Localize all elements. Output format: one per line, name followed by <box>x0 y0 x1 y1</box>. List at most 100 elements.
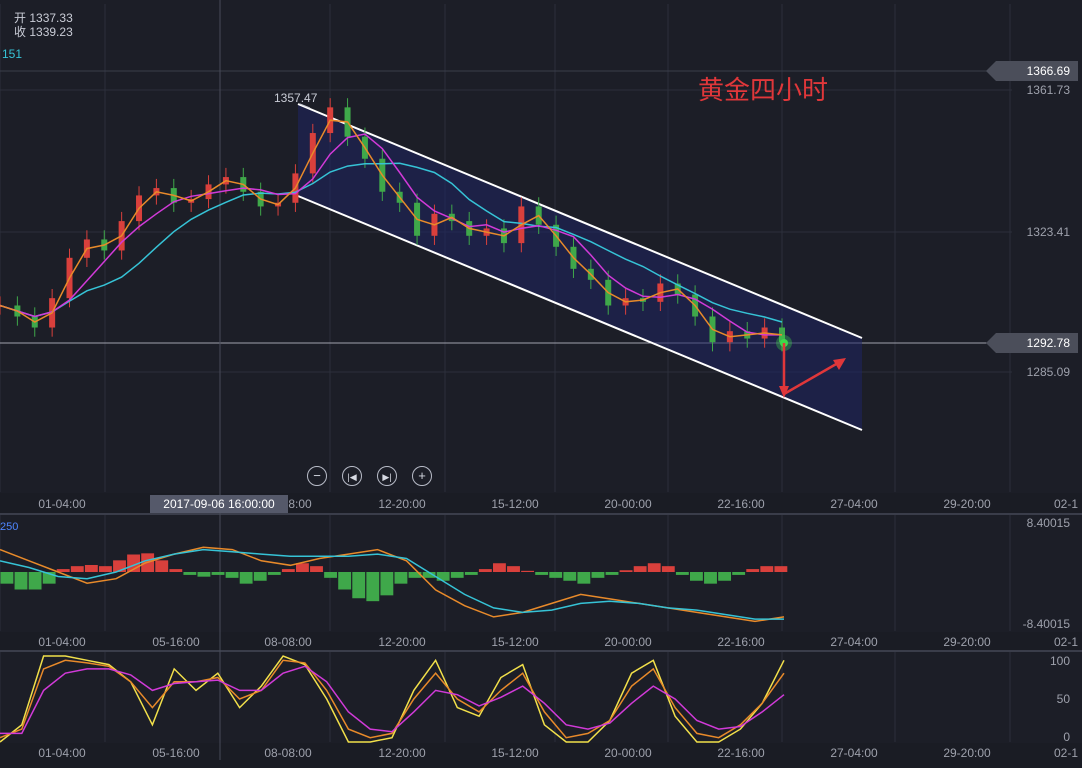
high-marker-line <box>299 103 311 109</box>
macd-bar <box>56 569 70 572</box>
time-axis-label: 15-12:00 <box>491 746 539 760</box>
time-axis-label: 22-16:00 <box>717 497 765 511</box>
macd-bar <box>732 572 746 575</box>
arrow-down-head <box>779 386 789 398</box>
macd-bar <box>70 566 84 572</box>
macd-bar <box>422 572 436 578</box>
indicator-readout: 151 <box>2 47 23 61</box>
macd-bar <box>718 572 732 581</box>
macd-bar <box>324 572 338 578</box>
macd-bar <box>0 572 14 584</box>
crosshair-time-label: 2017-09-06 16:00:00 <box>163 497 275 511</box>
macd-bar <box>338 572 352 590</box>
arrow-up-shaft <box>783 361 839 396</box>
macd-bar <box>507 566 520 572</box>
macd-bar <box>281 569 295 572</box>
kdj-line <box>0 659 785 739</box>
current-price-label-tag <box>986 333 1078 353</box>
macd-bar <box>450 572 464 578</box>
kdj-tick-label: 0 <box>1063 730 1070 744</box>
time-axis-label: 08-08:00 <box>264 635 312 649</box>
macd-bar <box>296 563 309 572</box>
price-axis-label: 1285.09 <box>1027 365 1071 379</box>
kdj-tick-label: 100 <box>1050 654 1070 668</box>
previous-button[interactable]: |◀ <box>342 466 362 486</box>
time-axis-label: 05-16:00 <box>152 746 200 760</box>
zoom-in-button[interactable]: + <box>412 466 432 486</box>
time-axis-label: 22-16:00 <box>717 635 765 649</box>
ma-line-fast <box>0 119 783 338</box>
time-axis-label: 01-04:00 <box>38 635 86 649</box>
macd-bar <box>197 572 211 577</box>
time-axis-label: 29-20:00 <box>943 497 991 511</box>
time-axis-label: 27-04:00 <box>830 635 878 649</box>
close-readout: 收 1339.23 <box>14 25 73 39</box>
macd-bar <box>535 572 549 575</box>
top-price-label: 1366.69 <box>1027 64 1071 78</box>
ma-line-slow <box>0 162 783 323</box>
time-axis-label: 01-04:00 <box>38 746 86 760</box>
macd-bar <box>774 566 788 572</box>
channel-upper-line <box>297 103 863 339</box>
macd-bar <box>211 572 225 575</box>
open-readout: 开 1337.33 <box>14 11 73 25</box>
price-axis-label: 1323.41 <box>1027 225 1071 239</box>
macd-bar <box>633 566 647 572</box>
macd-bar <box>310 566 323 572</box>
next-button[interactable]: ▶| <box>377 466 397 486</box>
macd-bar <box>366 572 380 602</box>
macd-bar <box>647 563 661 572</box>
zoom-out-button[interactable]: − <box>307 466 327 486</box>
macd-bar <box>577 572 591 584</box>
kdj-tick-label: 50 <box>1057 692 1071 706</box>
macd-bar <box>113 560 126 572</box>
time-axis-label: 02-1 <box>1054 635 1078 649</box>
macd-bar <box>225 572 239 578</box>
time-axis-label: 20-00:00 <box>604 497 652 511</box>
chart-title: 黄金四小时 <box>698 76 829 106</box>
macd-bar <box>14 572 28 590</box>
macd-bar <box>563 572 577 581</box>
time-axis-label: 05-16:00 <box>152 635 200 649</box>
macd-bar <box>28 572 42 590</box>
macd-bar <box>478 569 492 572</box>
time-axis-label: 29-20:00 <box>943 746 991 760</box>
macd-bar <box>760 566 774 572</box>
price-axis-label: 1361.73 <box>1027 83 1071 97</box>
channel-fill <box>298 104 862 430</box>
macd-bar <box>619 570 633 572</box>
macd-min-label: -8.40015 <box>1023 617 1071 631</box>
macd-bar <box>436 572 450 581</box>
macd-bar <box>352 572 366 599</box>
macd-bar <box>408 572 422 578</box>
time-axis-label: 02-1 <box>1054 746 1078 760</box>
time-axis-band-3 <box>0 743 1082 768</box>
macd-bar <box>169 569 183 572</box>
time-axis-label: 29-20:00 <box>943 635 991 649</box>
macd-bar <box>661 566 675 572</box>
macd-bar <box>690 572 703 581</box>
macd-bar <box>239 572 253 584</box>
macd-bar <box>605 572 619 575</box>
macd-bar <box>253 572 267 581</box>
time-axis-label: 12-20:00 <box>378 746 426 760</box>
macd-bar <box>99 566 112 572</box>
time-axis-label: 20-00:00 <box>604 635 652 649</box>
kdj-line <box>0 665 785 735</box>
macd-bar <box>84 565 98 572</box>
time-axis-label: 08-08:00 <box>264 746 312 760</box>
current-price-label: 1292.78 <box>1027 336 1071 350</box>
time-axis-label: 27-04:00 <box>830 746 878 760</box>
macd-bar <box>380 572 394 596</box>
macd-bar <box>394 572 408 584</box>
time-axis-label: 15-12:00 <box>491 635 539 649</box>
time-axis-band-2 <box>0 632 1082 652</box>
macd-bar <box>493 563 506 572</box>
macd-label: 250 <box>0 521 18 533</box>
time-axis-label: 27-04:00 <box>830 497 878 511</box>
time-axis-label: 12-20:00 <box>378 635 426 649</box>
macd-bar <box>704 572 717 584</box>
